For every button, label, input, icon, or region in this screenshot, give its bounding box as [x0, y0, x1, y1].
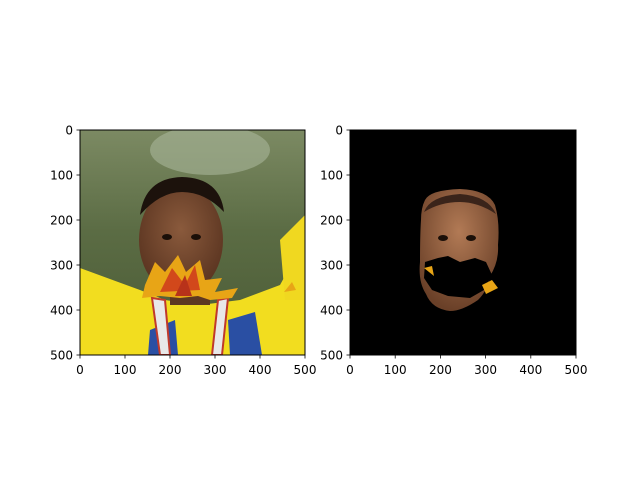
right-ytick-label: 0	[335, 124, 343, 138]
left-axes-frame	[79, 129, 306, 356]
right-ytick-label: 100	[320, 169, 343, 183]
leaf-fragment-left	[424, 266, 434, 276]
right-ytick-label: 400	[320, 304, 343, 318]
left-xtick-label: 100	[114, 363, 137, 377]
right-ytick-label: 500	[320, 349, 343, 363]
jersey-blue-stripe-right	[228, 312, 262, 355]
left-xtick-label: 500	[294, 363, 317, 377]
hair	[140, 177, 224, 215]
right-xtick-label: 100	[384, 363, 407, 377]
left-ytick-label: 100	[50, 169, 73, 183]
left-ytick-label: 400	[50, 304, 73, 318]
mask-right-eye	[466, 235, 476, 241]
left-ytick-label: 300	[50, 259, 73, 273]
left-xtick-label: 200	[159, 363, 182, 377]
right-axes-frame	[349, 129, 577, 356]
maple-leaves-overlay	[142, 255, 296, 300]
right-ytick-label: 300	[320, 259, 343, 273]
occlusion-hole	[424, 256, 492, 298]
left-xtick-label: 400	[249, 363, 272, 377]
left-eye	[162, 234, 172, 240]
left-ytick-label: 500	[50, 349, 73, 363]
right-xtick-label: 200	[429, 363, 452, 377]
mask-left-eye	[438, 235, 448, 241]
right-image-panel	[350, 130, 576, 355]
left-ytick-label: 0	[65, 124, 73, 138]
right-eye	[191, 234, 201, 240]
right-ytick-label: 200	[320, 214, 343, 228]
right-xtick-label: 500	[565, 363, 588, 377]
left-xtick-label: 0	[76, 363, 84, 377]
right-arm	[280, 215, 305, 300]
right-xtick-label: 0	[346, 363, 354, 377]
leaf-fragment	[482, 280, 498, 294]
background-blur-highlight	[150, 130, 270, 175]
right-xtick-label: 300	[474, 363, 497, 377]
left-image-panel	[80, 130, 305, 355]
hairline	[424, 194, 496, 214]
left-xtick-label: 300	[204, 363, 227, 377]
left-ytick-label: 200	[50, 214, 73, 228]
right-xtick-label: 400	[519, 363, 542, 377]
